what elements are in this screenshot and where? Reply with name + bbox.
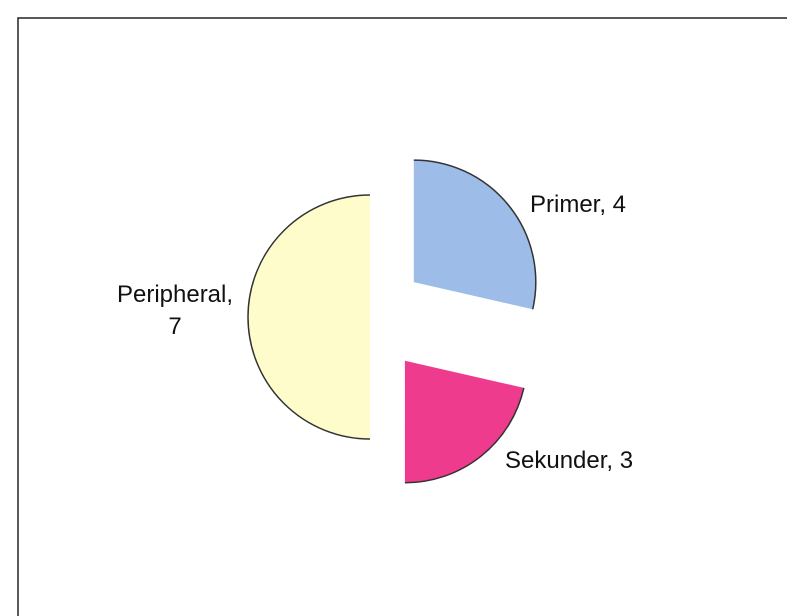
data-label: Primer, 4 — [530, 191, 626, 218]
slice-outline — [413, 159, 537, 310]
pie-slice — [404, 360, 524, 483]
data-label-line: Primer, 4 — [530, 191, 626, 218]
slice-outline — [247, 194, 371, 440]
data-label-line: Sekunder, 3 — [505, 447, 633, 474]
slice-outline — [404, 387, 525, 484]
data-label-line: 7 — [168, 313, 181, 340]
data-label: Peripheral, 7 — [117, 281, 233, 340]
pie-slice — [413, 160, 536, 310]
data-label: Sekunder, 3 — [505, 447, 633, 474]
frame — [17, 17, 787, 616]
pie-slice — [248, 195, 370, 439]
data-label-line: Peripheral, — [117, 281, 233, 308]
